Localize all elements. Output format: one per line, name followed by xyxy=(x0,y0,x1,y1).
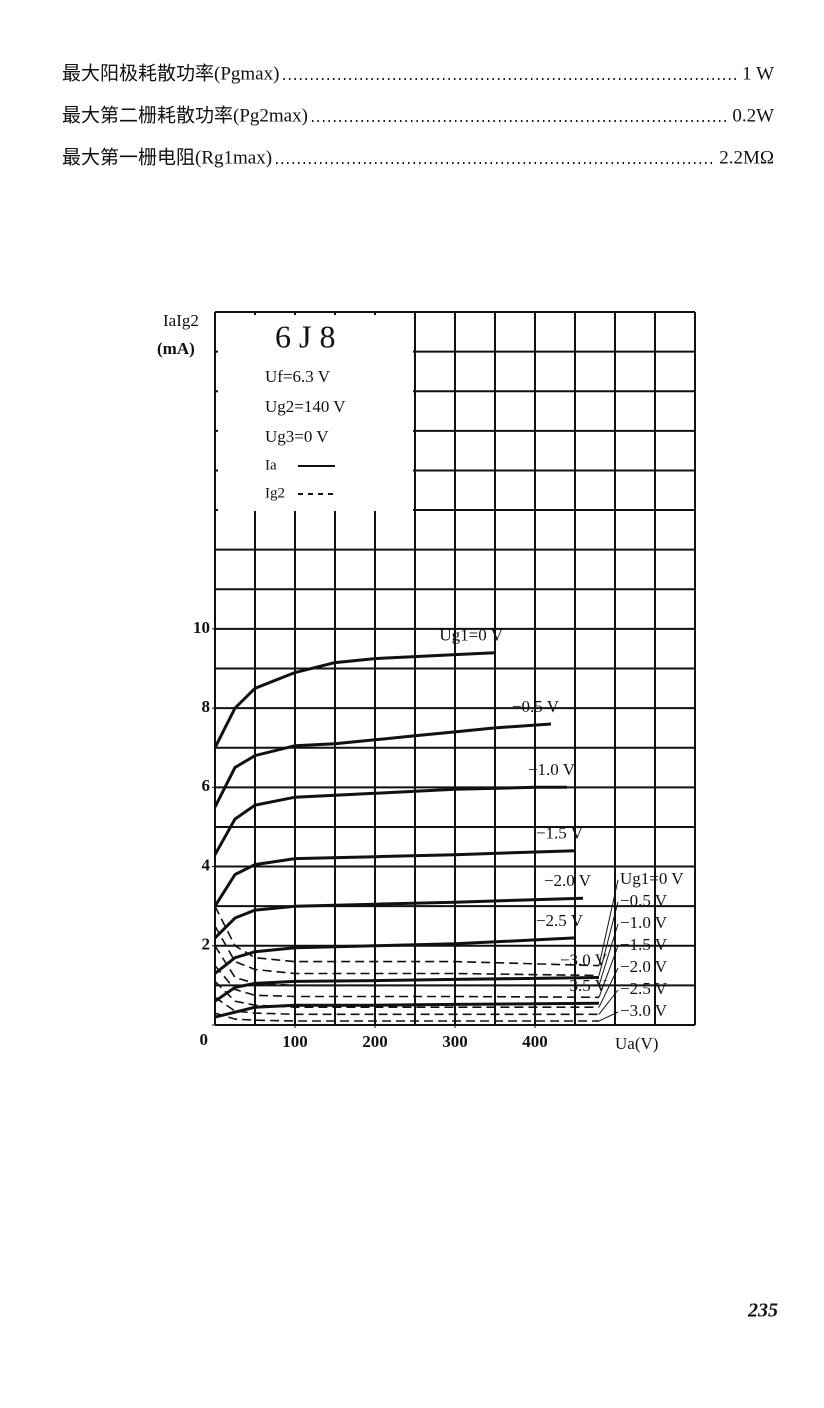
ig2-curve xyxy=(214,980,599,1008)
y-axis-label: (mA) xyxy=(157,339,195,358)
x-tick-label: 400 xyxy=(522,1032,548,1051)
ig2-curve xyxy=(214,996,599,1016)
curve-label: −0.5 V xyxy=(512,697,560,716)
curve-label: −1.0 V xyxy=(528,760,576,779)
spec-value: 2.2MΩ xyxy=(719,147,774,168)
curve-label: −3.5 V xyxy=(560,976,608,995)
chart-title: 6J8 xyxy=(275,318,343,354)
y-tick-label: 4 xyxy=(202,855,211,874)
curve-label: −2.5 V xyxy=(536,911,584,930)
ig2-curve xyxy=(214,945,599,987)
curve-label: −3.0 V xyxy=(620,1001,668,1020)
curve-label: −0.5 V xyxy=(620,891,668,910)
spec-value: 0.2W xyxy=(732,105,774,126)
curve-label: −2.0 V xyxy=(544,871,592,890)
ig2-curve xyxy=(214,925,600,977)
spec-label: 最大第一栅电阻(Rg1max) xyxy=(62,146,272,168)
spec-value: 1 W xyxy=(742,63,774,84)
ia-curve xyxy=(213,896,584,939)
ig2-curve xyxy=(214,1012,599,1022)
ia-curve xyxy=(213,849,576,908)
y-axis-label: IaIg2 xyxy=(163,311,199,330)
curve-label: −1.5 V xyxy=(536,824,584,843)
condition: Uf=6.3 V xyxy=(265,367,331,386)
x-tick-label: 100 xyxy=(282,1032,308,1051)
legend-box xyxy=(218,315,413,511)
condition: Ug2=140 V xyxy=(265,397,346,416)
ia-curve xyxy=(214,1001,600,1019)
curve-label: Ug1=0 V xyxy=(620,869,684,888)
x-axis-label: Ua(V) xyxy=(615,1034,658,1053)
ia-curve xyxy=(213,722,552,808)
label-leader xyxy=(598,901,619,976)
curve-label: Ug1=0 V xyxy=(439,626,503,645)
label-leader xyxy=(598,1011,619,1022)
x-tick-label: 200 xyxy=(362,1032,388,1051)
label-leader xyxy=(598,967,619,1008)
curve-label: −1.0 V xyxy=(620,913,668,932)
condition: Ug3=0 V xyxy=(265,427,329,446)
ia-curve xyxy=(213,651,496,749)
ia-curve xyxy=(214,976,600,1003)
curve-label: −2.0 V xyxy=(620,957,668,976)
curve-label: −1.5 V xyxy=(620,935,668,954)
ig2-curve xyxy=(214,905,600,967)
y-tick-label: 10 xyxy=(193,618,210,637)
legend-label: Ia xyxy=(265,457,277,473)
x-tick-label: 300 xyxy=(442,1032,468,1051)
y-tick-label: 2 xyxy=(202,935,211,954)
spec-label: 最大第二栅耗散功率(Pg2max) xyxy=(62,104,308,126)
ia-curve xyxy=(214,936,576,975)
y-tick-label: 6 xyxy=(202,776,211,795)
y-tick-label: 0 xyxy=(200,1030,209,1049)
page-number: 235 xyxy=(747,1300,778,1322)
label-leader xyxy=(598,945,619,998)
legend-label: Ig2 xyxy=(265,485,285,501)
curve-label: −2.5 V xyxy=(620,979,668,998)
label-leader xyxy=(598,879,619,966)
ia-curve xyxy=(213,785,567,856)
label-leader xyxy=(598,989,619,1015)
spec-label: 最大阳极耗散功率(Pgmax) xyxy=(62,62,279,84)
label-leader xyxy=(598,923,619,986)
ig2-curve xyxy=(214,965,600,999)
y-tick-label: 8 xyxy=(202,697,211,716)
